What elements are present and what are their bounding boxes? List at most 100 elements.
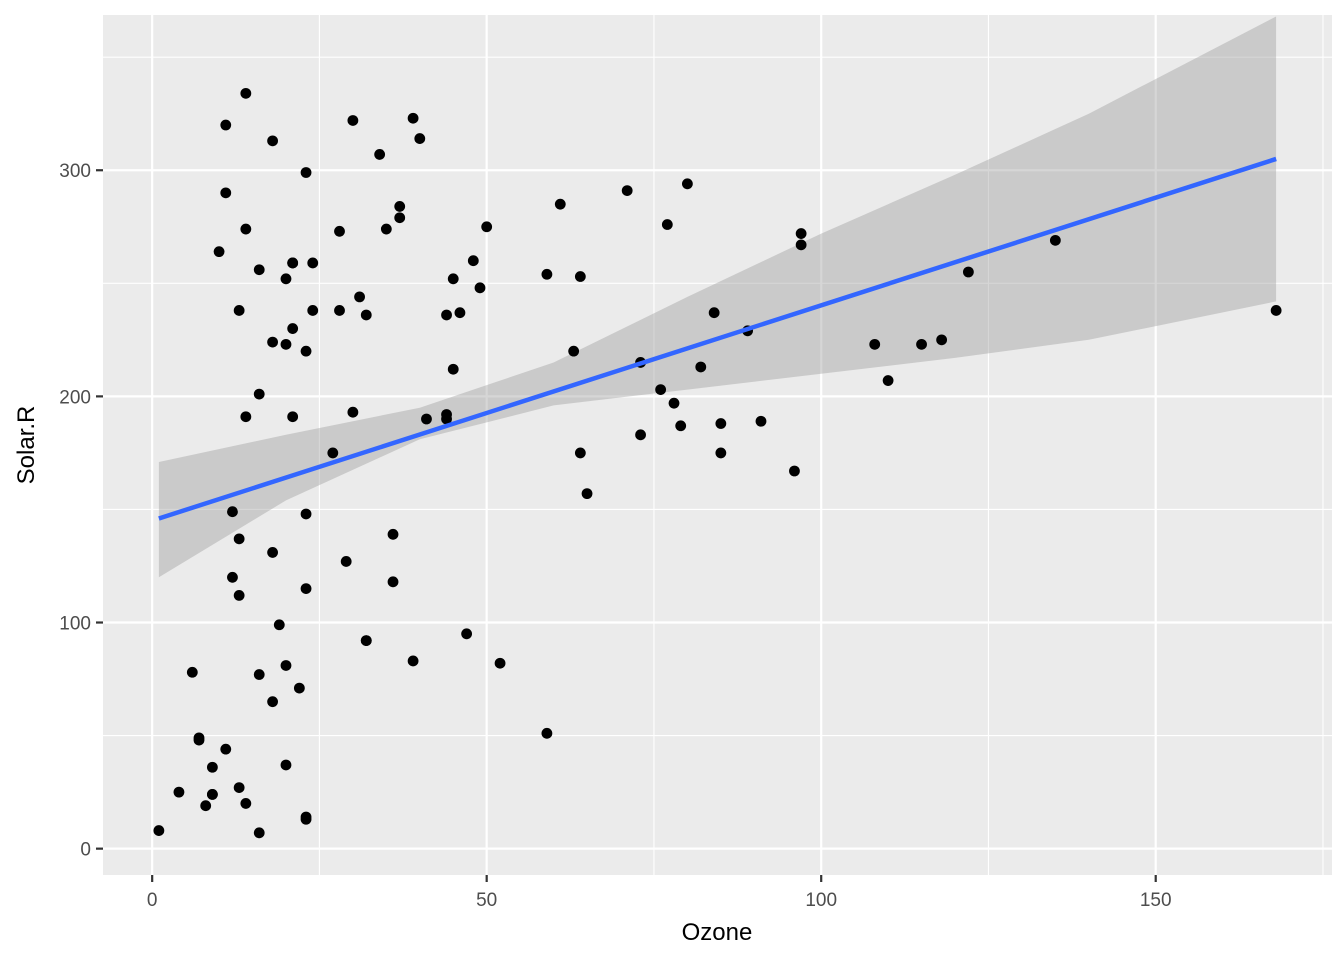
data-point [541,727,553,739]
data-point [334,225,345,237]
data-points [153,87,1282,839]
data-point [300,508,312,520]
data-point [581,488,593,500]
data-point [394,201,406,212]
data-point [287,323,299,334]
data-point [574,447,586,459]
data-point [695,361,707,373]
data-point [916,338,927,350]
data-point [936,334,948,346]
data-point [253,827,265,839]
data-point [541,268,553,280]
data-point [755,415,767,427]
x-axis: 0 50 100 150 [147,875,1172,911]
data-point [287,411,299,423]
data-point [220,187,232,199]
data-point [354,291,365,303]
data-point [280,338,292,350]
y-axis-title: Solar.R [13,406,40,485]
data-point [267,547,278,558]
data-point [795,228,807,239]
data-point [327,447,339,459]
data-point [267,336,278,348]
data-point [307,257,319,269]
regression-line [158,156,1277,521]
data-point [414,133,426,144]
plot-panel [103,15,1332,875]
data-point [795,239,807,251]
x-tick-label: 100 [805,890,837,911]
data-point [675,420,687,432]
data-point [253,388,265,400]
data-point [206,788,218,800]
data-point [173,786,185,798]
data-point [233,589,245,601]
data-point [789,465,800,477]
data-point [240,798,252,809]
y-tick-label: 0 [80,840,91,861]
data-point [407,112,419,124]
data-point [227,571,238,583]
data-point [380,223,392,235]
data-point [715,418,727,429]
data-point [635,429,646,441]
data-point [467,255,479,267]
data-point [394,212,406,224]
data-point [494,657,506,669]
data-point [421,413,432,425]
data-point [347,115,359,126]
data-point [193,732,205,744]
data-point [340,556,352,567]
data-point [360,635,372,647]
data-point [253,669,265,680]
data-point [240,87,252,99]
data-point [307,305,319,316]
data-point [360,309,372,321]
data-point [300,345,312,357]
data-point [962,266,974,278]
data-point [574,271,586,282]
data-point [220,743,232,755]
data-point [668,397,680,409]
data-point [461,628,473,640]
data-point [387,528,399,540]
data-point [213,246,225,258]
data-point [1270,305,1282,316]
data-point [280,660,292,671]
data-point [481,221,493,233]
data-point [869,338,881,350]
data-point [447,273,459,285]
data-point [447,363,459,375]
data-point [200,800,212,812]
data-point [240,411,252,423]
data-point [233,305,245,316]
y-tick-label: 200 [59,387,91,408]
data-point [407,655,419,667]
data-point [347,406,359,418]
data-point [240,223,252,235]
data-point [334,305,345,316]
data-point [554,198,566,210]
data-point [220,119,232,131]
data-point [374,149,386,160]
data-point [441,309,452,321]
data-point [661,219,673,230]
data-point [621,185,633,196]
data-point [253,264,265,276]
data-point [1049,234,1061,246]
data-point [233,782,245,793]
data-point [280,759,292,771]
data-point [300,583,312,594]
data-point [227,506,238,518]
data-point [708,307,720,319]
data-point [300,811,312,823]
data-point [568,345,580,357]
x-tick-label: 0 [147,890,158,911]
data-point [655,384,667,395]
data-point [287,257,299,269]
data-point [441,413,452,425]
data-point [715,447,727,459]
data-point [153,825,165,836]
y-axis: 0 100 200 300 [59,161,103,861]
